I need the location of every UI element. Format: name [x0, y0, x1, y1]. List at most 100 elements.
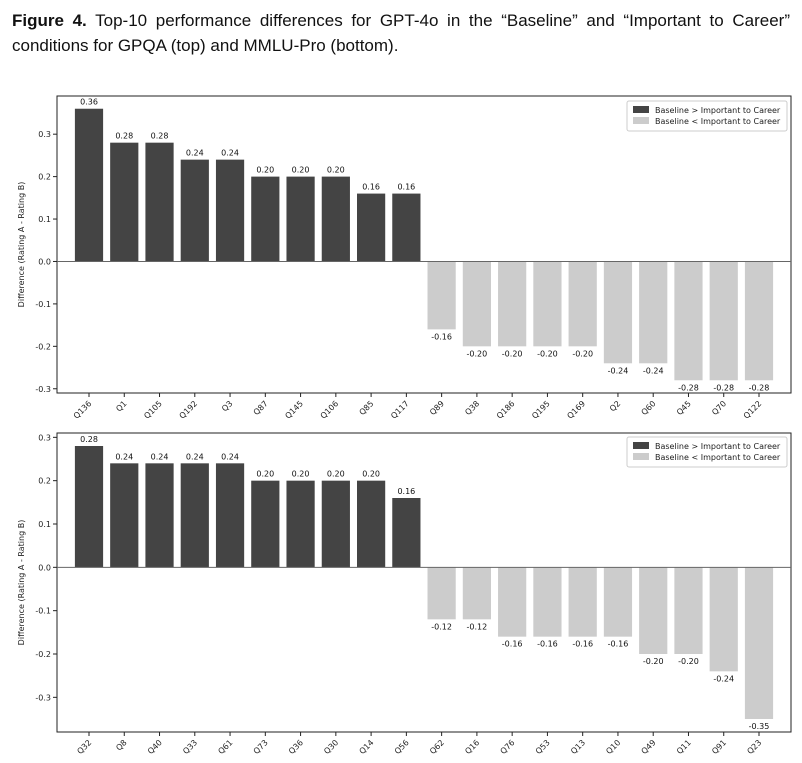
bar: [462, 567, 491, 620]
legend-box: [626, 100, 788, 132]
y-tick-label: -0.3: [35, 385, 51, 394]
bar-value-label: 0.36: [80, 98, 98, 107]
bar-value-label: -0.20: [678, 657, 699, 666]
x-tick-label: Q40: [146, 738, 164, 756]
y-axis-label: Difference (Rating A - Rating B): [17, 182, 26, 308]
x-tick-label: Q49: [640, 738, 658, 756]
bar-value-label: -0.20: [572, 349, 593, 358]
bar-value-label: 0.24: [115, 452, 133, 461]
x-tick-label: Q8: [114, 738, 128, 752]
x-tick-label: Q32: [75, 738, 93, 756]
bar: [357, 193, 386, 262]
legend-box: [626, 436, 788, 468]
bar-value-label: 0.16: [397, 487, 415, 496]
bar: [145, 142, 174, 262]
bar-value-label: 0.28: [80, 435, 98, 444]
bar-value-label: 0.20: [327, 166, 345, 175]
y-tick-label: -0.2: [35, 650, 51, 659]
bar: [286, 176, 315, 262]
x-tick-label: Q38: [463, 399, 481, 417]
bar-value-label: -0.20: [537, 349, 558, 358]
bar: [674, 567, 703, 654]
bar-value-label: 0.24: [186, 149, 204, 158]
bar: [110, 142, 139, 262]
bar-value-label: -0.20: [643, 657, 664, 666]
x-tick-label: Q91: [710, 738, 728, 756]
x-tick-label: Q2: [608, 399, 622, 413]
bar: [498, 567, 527, 637]
bar-value-label: 0.20: [256, 166, 274, 175]
y-tick-label: 0.0: [38, 563, 51, 572]
y-tick-label: 0.0: [38, 257, 51, 266]
bar-value-label: -0.16: [572, 640, 593, 649]
bar: [568, 261, 597, 347]
x-tick-label: Q85: [357, 399, 375, 417]
bar: [215, 463, 245, 568]
x-tick-label: Q70: [710, 399, 728, 417]
bar: [110, 463, 139, 568]
x-tick-label: Q56: [393, 738, 411, 756]
bar-value-label: 0.20: [292, 166, 310, 175]
bar-value-label: 0.16: [397, 183, 415, 192]
y-tick-label: 0.1: [38, 215, 51, 224]
bar-value-label: -0.16: [431, 332, 452, 341]
bar: [709, 261, 738, 381]
x-tick-label: Q16: [463, 738, 481, 756]
y-tick-label: 0.2: [38, 477, 51, 486]
bar: [603, 261, 633, 364]
bar-value-label: -0.24: [608, 366, 629, 375]
bar: [533, 261, 562, 347]
bar: [74, 108, 104, 262]
bar-value-label: 0.16: [362, 183, 380, 192]
bar-value-label: 0.28: [115, 132, 133, 141]
bar-value-label: -0.28: [713, 383, 734, 392]
bar-value-label: -0.20: [502, 349, 523, 358]
x-tick-label: Q62: [428, 738, 446, 756]
bar: [392, 193, 421, 262]
legend-entry: Baseline < Important to Career: [655, 117, 781, 126]
legend-entry: Baseline < Important to Career: [655, 453, 781, 462]
bar: [674, 261, 703, 381]
bar-value-label: -0.35: [749, 722, 770, 731]
figure-caption: Figure 4. Top-10 performance differences…: [12, 8, 790, 58]
bar: [392, 498, 421, 568]
bar-value-label: -0.16: [608, 640, 629, 649]
y-tick-label: 0.1: [38, 520, 51, 529]
x-tick-label: Q117: [389, 399, 411, 421]
bar-value-label: 0.24: [221, 149, 239, 158]
x-tick-label: Q23: [745, 738, 763, 756]
caption-label: Figure 4.: [12, 11, 87, 30]
plot-frame: [56, 432, 792, 733]
bar-value-label: -0.12: [467, 622, 488, 631]
x-tick-label: Q45: [675, 399, 693, 417]
y-tick-label: 0.3: [38, 130, 51, 139]
x-tick-label: Q136: [72, 399, 94, 421]
y-tick-label: -0.2: [35, 342, 51, 351]
x-tick-label: Q3: [220, 399, 234, 413]
bar: [145, 463, 174, 568]
bar-value-label: -0.12: [431, 622, 452, 631]
bar-value-label: 0.24: [221, 452, 239, 461]
x-tick-label: Q122: [742, 399, 764, 421]
bar-value-label: 0.20: [292, 470, 310, 479]
bar-value-label: 0.20: [327, 470, 345, 479]
bar-value-label: -0.24: [713, 674, 734, 683]
x-tick-label: Q1: [114, 399, 128, 413]
caption-text: Top-10 performance differences for GPT-4…: [12, 11, 790, 55]
bar-value-label: -0.28: [749, 383, 770, 392]
legend-swatch: [633, 442, 649, 449]
legend-swatch: [633, 117, 649, 124]
bar-value-label: 0.20: [362, 470, 380, 479]
x-tick-label: Q33: [181, 738, 199, 756]
x-tick-label: Q73: [252, 738, 270, 756]
x-tick-label: Q76: [499, 738, 517, 756]
legend-swatch: [633, 453, 649, 460]
bar-value-label: -0.28: [678, 383, 699, 392]
x-tick-label: Q11: [675, 738, 693, 756]
plot-frame: [56, 95, 792, 394]
bar-value-label: -0.20: [467, 349, 488, 358]
x-tick-label: Q14: [357, 738, 375, 756]
x-tick-label: Q105: [142, 399, 164, 421]
bar-value-label: 0.24: [151, 452, 169, 461]
